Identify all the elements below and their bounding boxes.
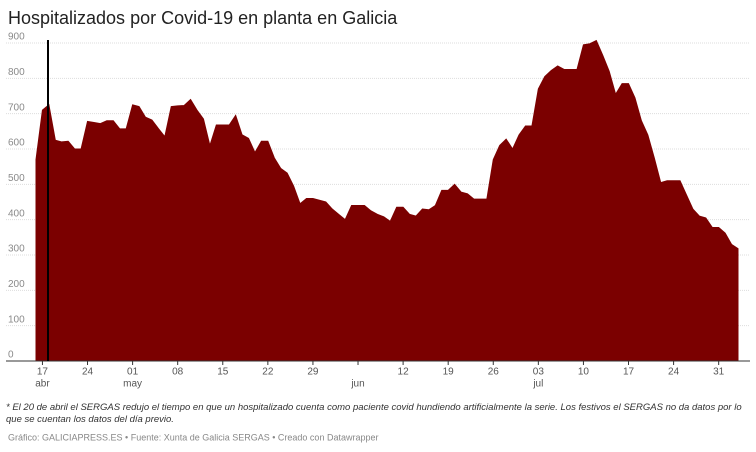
y-tick-label: 600 [8, 138, 25, 149]
area [35, 39, 739, 362]
y-tick-label: 900 [8, 32, 25, 43]
source: Gráfico: GALICIAPRESS.ES • Fuente: Xunta… [8, 432, 378, 442]
y-tick-label: 400 [8, 208, 25, 219]
x-tick-label: 17 [37, 367, 49, 378]
x-tick-label: 01 [127, 367, 139, 378]
x-tick-label: 29 [307, 367, 319, 378]
x-month-label: jul [532, 379, 543, 390]
x-month-label: may [123, 379, 142, 390]
y-tick-label: 0 [8, 350, 14, 361]
x-tick-label: 10 [578, 367, 590, 378]
x-tick-label: 12 [398, 367, 410, 378]
x-month-label: abr [35, 379, 50, 390]
y-tick-label: 300 [8, 244, 25, 255]
x-tick-label: 24 [82, 367, 94, 378]
note-box: * El 20 de abril el SERGAS redujo el tie… [6, 402, 742, 425]
x-tick-label: 17 [623, 367, 635, 378]
x-tick-label: 03 [533, 367, 545, 378]
y-tick-label: 700 [8, 102, 25, 113]
x-tick-label: 22 [262, 367, 274, 378]
chart-title: Hospitalizados por Covid-19 en planta en… [8, 8, 398, 28]
y-tick-label: 200 [8, 279, 25, 290]
note: * El 20 de abril el SERGAS redujo el tie… [6, 402, 742, 425]
x-tick-label: 26 [488, 367, 500, 378]
y-tick-label: 100 [8, 314, 25, 325]
y-tick-label: 800 [8, 67, 25, 78]
x-month-label: jun [350, 379, 364, 390]
x-tick-label: 15 [217, 367, 229, 378]
y-tick-label: 500 [8, 173, 25, 184]
x-tick-label: 24 [668, 367, 680, 378]
x-tick-label: 08 [172, 367, 184, 378]
x-tick-label: 19 [443, 367, 455, 378]
x-tick-label: 31 [713, 367, 725, 378]
